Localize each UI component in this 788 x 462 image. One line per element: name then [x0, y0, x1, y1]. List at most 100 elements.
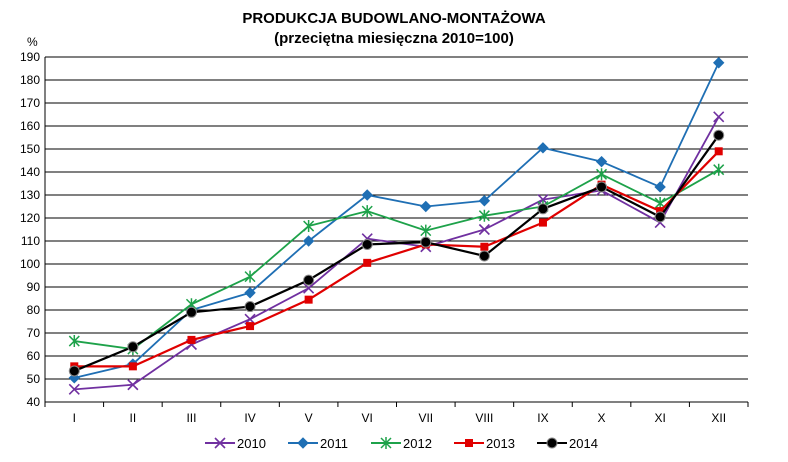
- legend-label-2014: 2014: [569, 436, 598, 451]
- data-point-2012: [68, 335, 80, 348]
- y-tick-label: 100: [20, 257, 40, 271]
- data-point-2011: [654, 181, 666, 193]
- legend-marker-2011: [297, 437, 309, 449]
- data-point-2014: [303, 274, 315, 286]
- y-tick-label: 60: [27, 349, 41, 363]
- data-point-2012: [361, 205, 373, 218]
- data-point-2011: [713, 57, 725, 69]
- data-point-2013: [480, 242, 489, 251]
- legend-label-2013: 2013: [486, 436, 515, 451]
- y-tick-label: 130: [20, 188, 40, 202]
- x-tick-label: VII: [418, 411, 433, 425]
- data-point-2012: [244, 270, 256, 283]
- legend-label-2011: 2011: [320, 436, 348, 451]
- x-tick-label: XII: [711, 411, 726, 425]
- chart-subtitle: (przeciętna miesięczna 2010=100): [274, 30, 514, 47]
- data-point-2014: [420, 236, 432, 248]
- legend-item-2010: 2010: [205, 436, 266, 451]
- x-tick-label: XI: [654, 411, 665, 425]
- x-tick-label: II: [130, 411, 137, 425]
- legend-item-2012: 2012: [371, 436, 432, 451]
- y-tick-label: 50: [27, 372, 41, 386]
- y-tick-label: 90: [27, 280, 41, 294]
- axes: 40 50 60 70 80 90 100 110 120 130 140 150 160 170 180 1…: [20, 50, 749, 425]
- data-point-2013: [246, 322, 255, 331]
- data-point-2014: [68, 365, 80, 377]
- series-line-2014: [73, 134, 720, 372]
- y-tick-label: 110: [21, 234, 40, 248]
- data-point-2010: [478, 223, 490, 236]
- data-point-2014: [244, 301, 256, 313]
- data-point-2014: [185, 306, 197, 318]
- data-point-2014: [654, 211, 666, 223]
- y-tick-label: 40: [27, 395, 41, 409]
- x-tick-label: IX: [537, 411, 548, 425]
- x-tick-label: VIII: [475, 411, 493, 425]
- data-point-2010: [68, 383, 80, 395]
- data-series: [68, 57, 725, 395]
- series-line-2012: [74, 168, 720, 351]
- legend-item-2011: 2011: [288, 436, 348, 451]
- legend-marker-2014: [546, 437, 558, 449]
- data-point-2013: [714, 147, 723, 156]
- data-point-2013: [538, 218, 547, 227]
- data-point-2010: [713, 111, 725, 123]
- legend-marker-2010: [214, 437, 226, 449]
- data-point-2011: [361, 189, 373, 201]
- data-point-2010: [303, 282, 315, 294]
- series-2013: [70, 147, 723, 371]
- x-tick-label: X: [598, 411, 606, 425]
- x-tick-label: III: [186, 411, 196, 425]
- data-point-2013: [128, 362, 137, 371]
- legend-label-2012: 2012: [403, 436, 432, 451]
- x-tick-label: VI: [362, 411, 373, 425]
- x-tick-label: IV: [244, 411, 255, 425]
- data-point-2012: [478, 209, 490, 222]
- data-point-2011: [478, 195, 491, 207]
- grid-lines: [45, 56, 748, 403]
- y-tick-label: 160: [20, 119, 40, 133]
- y-tick-label: 180: [20, 73, 40, 87]
- legend-item-2014: 2014: [537, 436, 598, 451]
- data-point-2014: [713, 129, 725, 141]
- legend-label-2010: 2010: [237, 436, 266, 451]
- data-point-2013: [656, 207, 665, 216]
- legend-item-2013: 2013: [454, 436, 515, 451]
- series-2012: [68, 163, 725, 356]
- series-line-2013: [74, 150, 720, 368]
- y-tick-label: 190: [20, 50, 40, 64]
- y-tick-label: 140: [20, 165, 40, 179]
- data-point-2013: [304, 295, 313, 304]
- series-2014: [68, 129, 725, 377]
- data-point-2014: [361, 238, 373, 250]
- data-point-2012: [420, 224, 432, 237]
- data-point-2012: [596, 168, 608, 181]
- chart-title: PRODUKCJA BUDOWLANO-MONTAŻOWA: [242, 10, 545, 27]
- data-point-2011: [302, 235, 315, 247]
- data-point-2014: [537, 203, 549, 215]
- data-point-2014: [478, 250, 490, 262]
- data-point-2011: [537, 142, 549, 154]
- legend: 2010 2011 2012 2013 2014: [205, 436, 598, 451]
- data-point-2012: [713, 163, 725, 176]
- y-tick-label: 170: [20, 96, 40, 110]
- y-tick-label: 120: [20, 211, 40, 225]
- data-point-2010: [127, 379, 139, 391]
- legend-marker-2013: [465, 439, 473, 447]
- data-point-2013: [363, 258, 372, 267]
- legend-marker-2012: [380, 437, 392, 449]
- data-point-2013: [187, 335, 196, 344]
- x-tick-label: I: [73, 411, 76, 425]
- data-point-2011: [244, 287, 256, 299]
- data-point-2011: [595, 155, 608, 168]
- data-point-2014: [127, 341, 139, 353]
- y-tick-label: 80: [27, 303, 41, 317]
- x-tick-label: V: [305, 411, 313, 425]
- data-point-2014: [596, 181, 608, 193]
- y-tick-label: 70: [27, 326, 41, 340]
- data-point-2011: [420, 200, 432, 213]
- data-point-2012: [303, 220, 315, 233]
- y-tick-label: 150: [20, 142, 40, 156]
